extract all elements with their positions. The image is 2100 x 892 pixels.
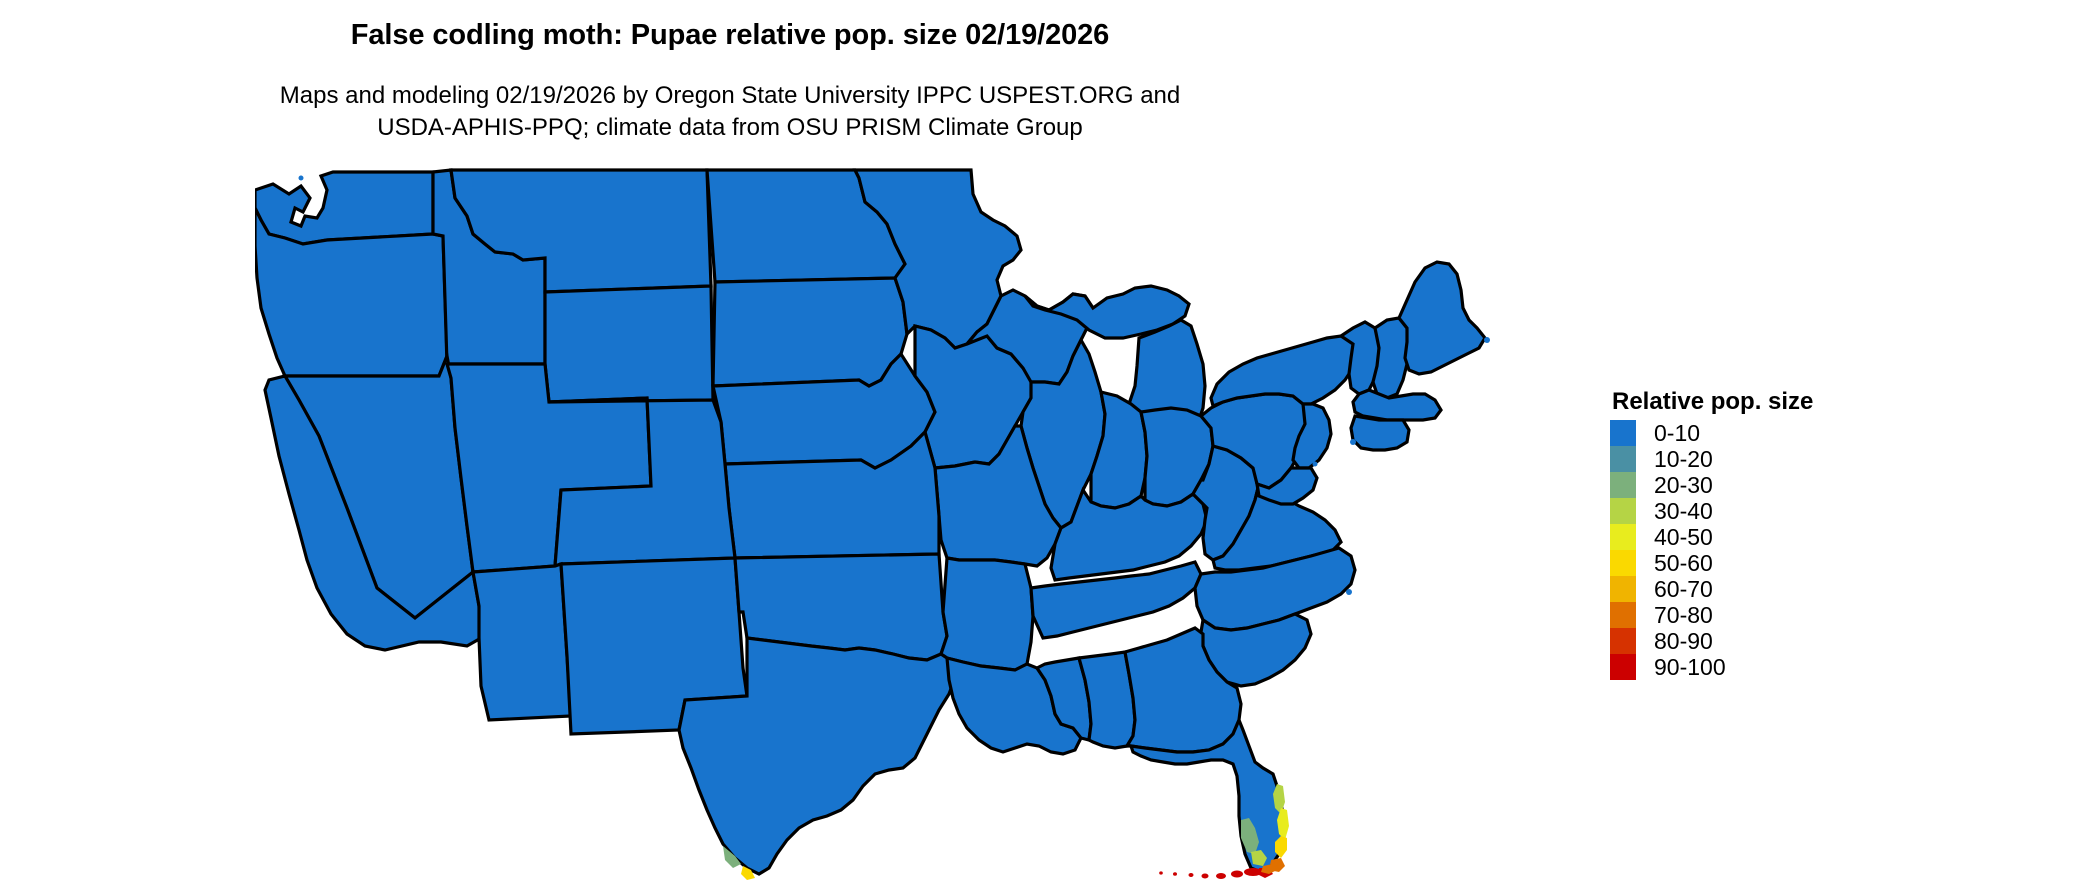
legend-color-swatch xyxy=(1610,654,1636,680)
state-california xyxy=(263,374,483,652)
map-detail-dot xyxy=(1346,589,1352,595)
map-landmass xyxy=(255,168,1490,880)
legend-color-swatch xyxy=(1610,628,1636,654)
legend-item-label: 90-100 xyxy=(1654,654,1726,680)
legend-item: 40-50 xyxy=(1610,524,1940,550)
state-arkansas xyxy=(939,556,1035,672)
legend-color-swatch xyxy=(1610,524,1636,550)
map-detail-dot xyxy=(812,771,818,777)
map-detail-dot xyxy=(1350,439,1356,445)
legend-item-label: 30-40 xyxy=(1654,498,1713,524)
us-choropleth-map xyxy=(255,168,1595,880)
legend-item: 30-40 xyxy=(1610,498,1940,524)
map-detail-dot xyxy=(952,213,958,219)
state-arizona xyxy=(471,561,573,722)
subtitle-block: Maps and modeling 02/19/2026 by Oregon S… xyxy=(0,80,1460,144)
legend-item-label: 70-80 xyxy=(1654,602,1713,628)
state-texas xyxy=(677,636,957,876)
legend-color-swatch xyxy=(1610,550,1636,576)
state-michigan-up xyxy=(1023,284,1191,340)
legend-color-swatch xyxy=(1610,498,1636,524)
hot-zone-se-florida-yellow xyxy=(1277,808,1289,840)
hot-zone-se-florida-gold xyxy=(1275,836,1287,858)
legend-rows: 0-10 10-20 20-30 30-40 40-50 50-60 60-70 70-80 8… xyxy=(1610,420,1940,680)
state-louisiana xyxy=(945,655,1083,756)
hot-zone-sw-florida-yellowgreen xyxy=(1251,850,1267,866)
legend-title: Relative pop. size xyxy=(1612,388,1814,415)
legend-item: 90-100 xyxy=(1610,654,1940,680)
legend-item-label: 60-70 xyxy=(1654,576,1713,602)
legend-item-label: 20-30 xyxy=(1654,472,1713,498)
legend-color-swatch xyxy=(1610,446,1636,472)
hot-zone-se-florida-yellowgreen xyxy=(1273,784,1285,814)
state-wyoming xyxy=(543,284,715,404)
state-washington xyxy=(255,170,435,246)
legend-item: 20-30 xyxy=(1610,472,1940,498)
map-legend: Relative pop. size 0-10 10-20 20-30 30-40 40… xyxy=(1610,388,1940,680)
legend-item: 60-70 xyxy=(1610,576,1940,602)
legend-item-label: 10-20 xyxy=(1654,446,1713,472)
legend-item-label: 40-50 xyxy=(1654,524,1713,550)
map-detail-dot xyxy=(1376,433,1382,439)
legend-color-swatch xyxy=(1610,576,1636,602)
legend-item: 80-90 xyxy=(1610,628,1940,654)
legend-color-swatch xyxy=(1610,472,1636,498)
map-detail-dot xyxy=(298,175,304,181)
title-block: False codling moth: Pupae relative pop. … xyxy=(0,18,1460,52)
subtitle-line-2: USDA-APHIS-PPQ; climate data from OSU PR… xyxy=(377,114,1083,141)
hot-zone-sw-florida-green xyxy=(1241,818,1259,854)
legend-color-swatch xyxy=(1610,420,1636,446)
subtitle-line-1: Maps and modeling 02/19/2026 by Oregon S… xyxy=(279,82,1181,109)
hot-zone-keys-orange xyxy=(1261,864,1277,874)
page-title: False codling moth: Pupae relative pop. … xyxy=(350,19,1110,51)
hot-zone-south-texas-green xyxy=(723,846,741,868)
legend-item: 0-10 xyxy=(1610,420,1940,446)
legend-color-swatch xyxy=(1610,602,1636,628)
state-new-york xyxy=(1209,334,1359,409)
state-connecticut xyxy=(1349,414,1411,452)
legend-item-label: 80-90 xyxy=(1654,628,1713,654)
hot-zone-florida-keys xyxy=(1159,868,1262,879)
legend-item: 50-60 xyxy=(1610,550,1940,576)
state-maine xyxy=(1397,260,1487,376)
map-detail-dot xyxy=(1312,461,1318,467)
legend-item-label: 50-60 xyxy=(1654,550,1713,576)
state-maryland xyxy=(1254,466,1319,506)
state-south-dakota xyxy=(711,276,909,388)
hot-zone-south-texas-yellow xyxy=(741,866,755,880)
legend-item: 70-80 xyxy=(1610,602,1940,628)
legend-item: 10-20 xyxy=(1610,446,1940,472)
map-svg xyxy=(255,168,1490,880)
legend-item-label: 0-10 xyxy=(1654,420,1701,446)
map-detail-dot xyxy=(1484,337,1490,343)
map-detail-dot xyxy=(1100,713,1106,719)
map-detail-dot xyxy=(372,599,378,605)
